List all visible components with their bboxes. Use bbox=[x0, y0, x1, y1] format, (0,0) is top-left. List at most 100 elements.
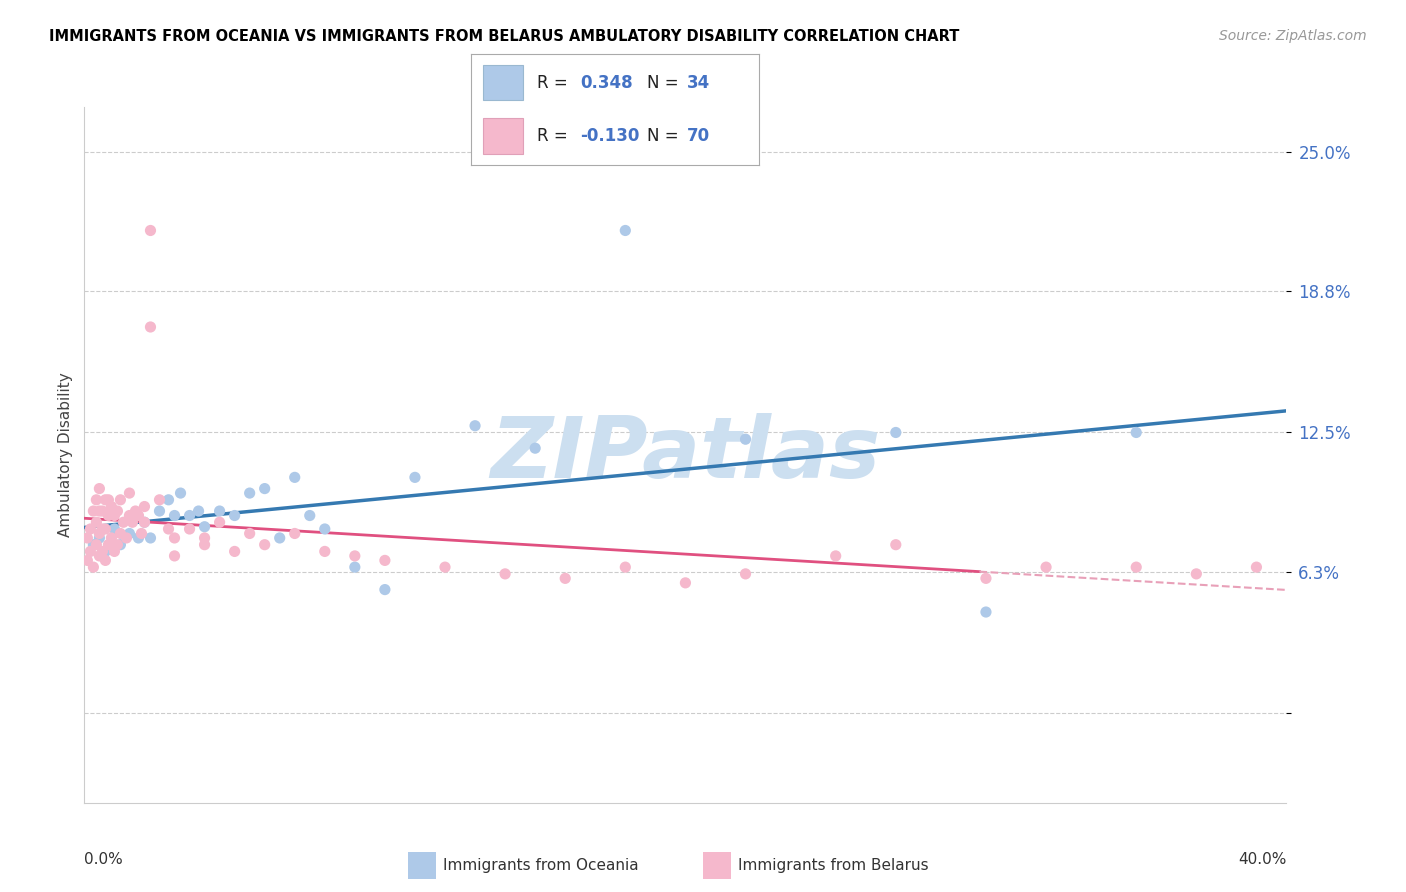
Point bbox=[134, 515, 156, 529]
Point bbox=[118, 508, 141, 523]
Point bbox=[253, 538, 276, 552]
Point bbox=[524, 441, 547, 455]
Point bbox=[131, 526, 153, 541]
Point bbox=[82, 538, 104, 552]
Point bbox=[107, 504, 129, 518]
Point bbox=[103, 508, 125, 523]
Point bbox=[239, 526, 262, 541]
Point bbox=[163, 549, 186, 563]
Text: Source: ZipAtlas.com: Source: ZipAtlas.com bbox=[1219, 29, 1367, 43]
Point bbox=[127, 508, 149, 523]
Point bbox=[94, 492, 117, 507]
Point bbox=[314, 522, 336, 536]
Point bbox=[115, 531, 138, 545]
Point bbox=[208, 504, 231, 518]
Point bbox=[554, 571, 576, 585]
Point bbox=[974, 605, 997, 619]
Point bbox=[169, 486, 191, 500]
Point bbox=[157, 492, 180, 507]
Text: 34: 34 bbox=[688, 73, 710, 92]
Point bbox=[1246, 560, 1268, 574]
Point bbox=[86, 538, 108, 552]
Point bbox=[148, 492, 170, 507]
Text: -0.130: -0.130 bbox=[581, 127, 640, 145]
Point bbox=[464, 418, 486, 433]
Point bbox=[194, 520, 217, 534]
Point bbox=[124, 504, 146, 518]
Point bbox=[374, 553, 396, 567]
Point bbox=[208, 515, 231, 529]
Point bbox=[112, 515, 135, 529]
Point bbox=[94, 544, 117, 558]
Text: N =: N = bbox=[647, 73, 683, 92]
Point bbox=[121, 515, 143, 529]
Text: Immigrants from Oceania: Immigrants from Oceania bbox=[443, 858, 638, 872]
Point bbox=[139, 223, 162, 237]
Point bbox=[284, 526, 307, 541]
Point bbox=[86, 515, 108, 529]
Point bbox=[86, 492, 108, 507]
Point bbox=[134, 515, 156, 529]
Point bbox=[76, 531, 98, 545]
Point bbox=[824, 549, 846, 563]
Point bbox=[118, 526, 141, 541]
Point bbox=[110, 492, 132, 507]
Point bbox=[179, 508, 201, 523]
Point bbox=[1125, 560, 1147, 574]
Point bbox=[110, 526, 132, 541]
Point bbox=[110, 538, 132, 552]
Point bbox=[91, 504, 114, 518]
Point bbox=[89, 504, 111, 518]
Point bbox=[614, 560, 637, 574]
Point bbox=[884, 538, 907, 552]
Point bbox=[103, 522, 125, 536]
Point bbox=[139, 531, 162, 545]
Point bbox=[187, 504, 209, 518]
Point bbox=[734, 566, 756, 581]
Text: N =: N = bbox=[647, 127, 683, 145]
Point bbox=[253, 482, 276, 496]
Point bbox=[974, 571, 997, 585]
Point bbox=[1035, 560, 1057, 574]
Point bbox=[157, 522, 180, 536]
Point bbox=[374, 582, 396, 597]
Point bbox=[79, 544, 101, 558]
FancyBboxPatch shape bbox=[482, 65, 523, 101]
Text: R =: R = bbox=[537, 127, 574, 145]
Point bbox=[404, 470, 426, 484]
Y-axis label: Ambulatory Disability: Ambulatory Disability bbox=[58, 373, 73, 537]
Text: 0.0%: 0.0% bbox=[84, 852, 124, 866]
Point bbox=[194, 531, 217, 545]
Point bbox=[675, 575, 697, 590]
Point bbox=[343, 549, 366, 563]
Point bbox=[1125, 425, 1147, 440]
Point bbox=[494, 566, 516, 581]
Point bbox=[139, 320, 162, 334]
Point bbox=[224, 544, 246, 558]
Text: ZIPatlas: ZIPatlas bbox=[491, 413, 880, 497]
Point bbox=[89, 549, 111, 563]
Point bbox=[163, 531, 186, 545]
Point bbox=[100, 500, 122, 514]
Point bbox=[97, 538, 120, 552]
Point bbox=[89, 526, 111, 541]
Point bbox=[134, 500, 156, 514]
Point bbox=[343, 560, 366, 574]
Point bbox=[239, 486, 262, 500]
Point bbox=[614, 223, 637, 237]
Point bbox=[103, 544, 125, 558]
Point bbox=[1185, 566, 1208, 581]
Point bbox=[97, 492, 120, 507]
Point bbox=[82, 504, 104, 518]
Point bbox=[97, 508, 120, 523]
Point bbox=[89, 531, 111, 545]
Point bbox=[82, 560, 104, 574]
Point bbox=[127, 531, 149, 545]
Point bbox=[107, 538, 129, 552]
Text: 70: 70 bbox=[688, 127, 710, 145]
Point bbox=[734, 432, 756, 446]
Point bbox=[118, 486, 141, 500]
Text: 40.0%: 40.0% bbox=[1239, 852, 1286, 866]
Point bbox=[314, 544, 336, 558]
Point bbox=[94, 553, 117, 567]
